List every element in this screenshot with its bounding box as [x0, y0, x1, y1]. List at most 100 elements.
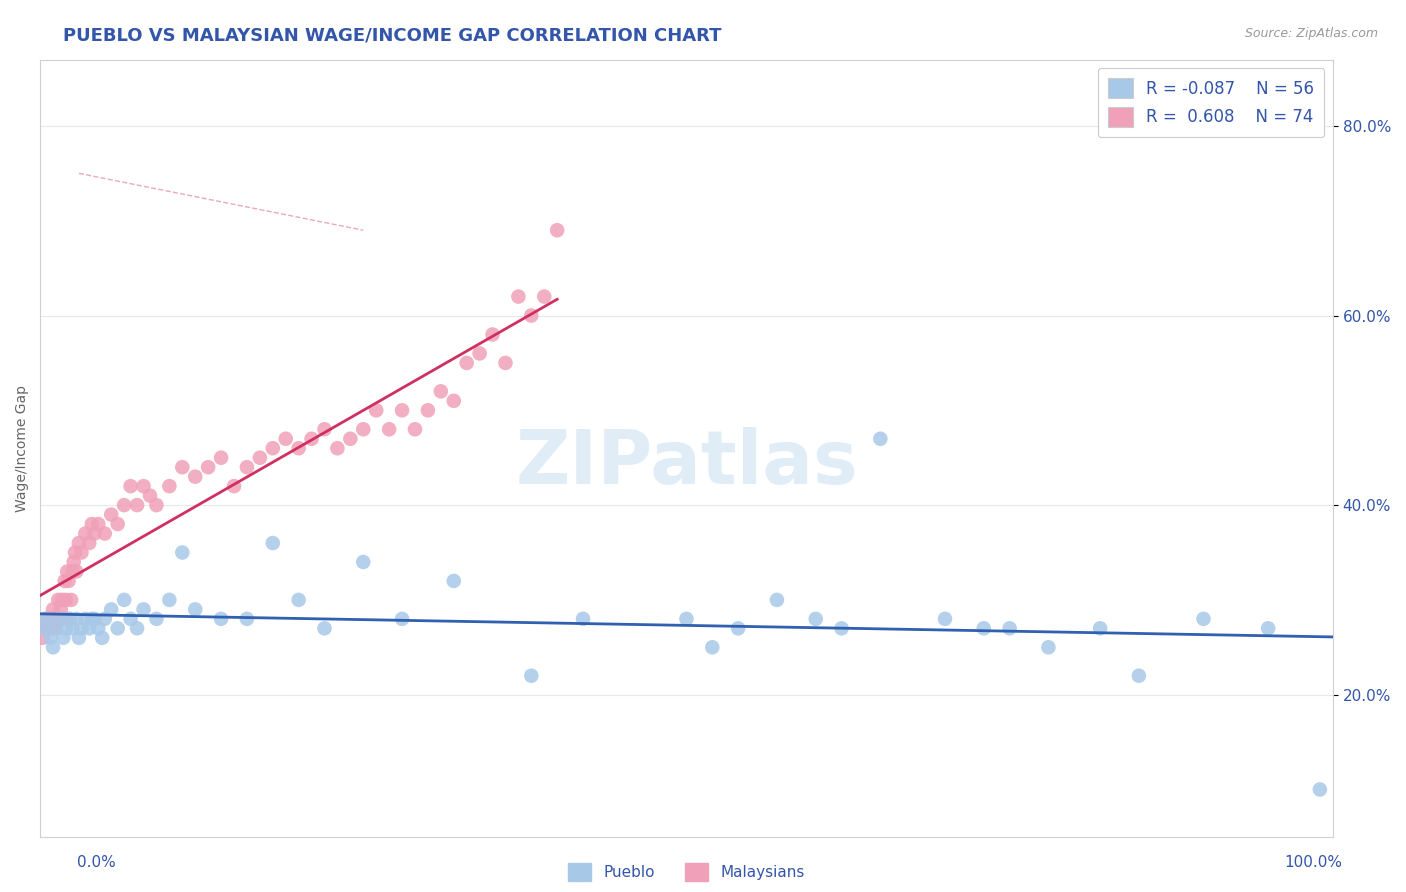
Point — [766, 593, 789, 607]
Point — [391, 612, 413, 626]
Point — [93, 526, 115, 541]
Text: 0.0%: 0.0% — [77, 855, 117, 870]
Point — [55, 621, 77, 635]
Point — [520, 309, 543, 323]
Point — [63, 545, 86, 559]
Text: ZIPatlas: ZIPatlas — [515, 427, 858, 500]
Point — [56, 565, 79, 579]
Point — [934, 612, 956, 626]
Point — [58, 612, 80, 626]
Point — [236, 612, 259, 626]
Point — [107, 621, 129, 635]
Point — [314, 621, 336, 635]
Point — [869, 432, 891, 446]
Point — [508, 289, 530, 303]
Point — [236, 460, 259, 475]
Point — [125, 621, 148, 635]
Point — [39, 612, 62, 626]
Point — [49, 602, 72, 616]
Point — [35, 612, 58, 626]
Point — [249, 450, 271, 465]
Point — [1128, 669, 1150, 683]
Point — [38, 621, 60, 635]
Point — [83, 612, 105, 626]
Point — [52, 631, 75, 645]
Point — [339, 432, 361, 446]
Point — [62, 565, 84, 579]
Point — [75, 526, 97, 541]
Point — [404, 422, 426, 436]
Point — [287, 442, 309, 455]
Point — [31, 631, 53, 645]
Point — [481, 327, 503, 342]
Point — [100, 602, 122, 616]
Point — [132, 602, 155, 616]
Point — [93, 612, 115, 626]
Point — [1038, 640, 1060, 655]
Point — [468, 346, 491, 360]
Point — [77, 536, 100, 550]
Point — [326, 442, 349, 455]
Point — [262, 536, 284, 550]
Point — [1192, 612, 1215, 626]
Point — [83, 526, 105, 541]
Point — [157, 593, 180, 607]
Point — [533, 289, 555, 303]
Point — [416, 403, 439, 417]
Point — [456, 356, 478, 370]
Point — [274, 432, 297, 446]
Point — [120, 612, 142, 626]
Point — [1088, 621, 1111, 635]
Point — [107, 517, 129, 532]
Point — [197, 460, 219, 475]
Point — [378, 422, 401, 436]
Point — [77, 621, 100, 635]
Point — [65, 565, 87, 579]
Point — [87, 517, 110, 532]
Point — [39, 631, 62, 645]
Point — [62, 555, 84, 569]
Point — [546, 223, 568, 237]
Point — [973, 621, 995, 635]
Point — [831, 621, 853, 635]
Point — [87, 621, 110, 635]
Point — [172, 460, 194, 475]
Point — [51, 593, 73, 607]
Point — [32, 621, 55, 635]
Point — [91, 631, 114, 645]
Point — [120, 479, 142, 493]
Point — [495, 356, 517, 370]
Point — [352, 555, 374, 569]
Point — [100, 508, 122, 522]
Point — [65, 612, 87, 626]
Point — [46, 593, 69, 607]
Point — [675, 612, 697, 626]
Point — [520, 669, 543, 683]
Point — [55, 593, 77, 607]
Point — [998, 621, 1021, 635]
Point — [42, 602, 65, 616]
Point — [34, 612, 56, 626]
Point — [157, 479, 180, 493]
Point — [301, 432, 323, 446]
Point — [48, 612, 70, 626]
Point — [58, 574, 80, 588]
Point — [44, 612, 66, 626]
Point — [37, 612, 59, 626]
Point — [1309, 782, 1331, 797]
Point — [262, 442, 284, 455]
Point — [391, 403, 413, 417]
Point — [32, 621, 55, 635]
Point — [67, 536, 90, 550]
Point — [145, 612, 167, 626]
Point — [112, 498, 135, 512]
Point — [80, 612, 103, 626]
Point — [572, 612, 595, 626]
Legend: R = -0.087    N = 56, R =  0.608    N = 74: R = -0.087 N = 56, R = 0.608 N = 74 — [1098, 68, 1324, 137]
Point — [125, 498, 148, 512]
Point — [443, 574, 465, 588]
Point — [70, 621, 93, 635]
Point — [75, 612, 97, 626]
Point — [727, 621, 749, 635]
Point — [804, 612, 827, 626]
